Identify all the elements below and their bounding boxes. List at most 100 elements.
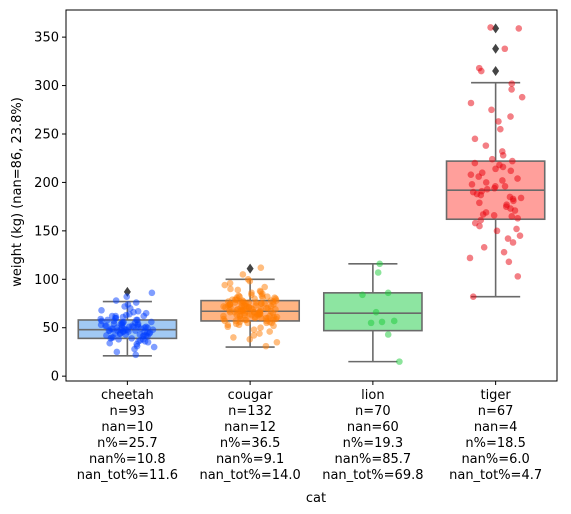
data-point xyxy=(396,358,403,365)
data-point xyxy=(257,306,265,313)
data-point xyxy=(508,80,516,87)
data-point xyxy=(390,317,398,325)
data-point xyxy=(256,330,263,337)
data-point xyxy=(469,188,477,196)
data-point xyxy=(103,332,110,339)
data-point xyxy=(113,348,121,356)
data-point xyxy=(504,235,512,242)
data-point xyxy=(501,182,509,190)
data-point xyxy=(495,118,502,125)
data-point xyxy=(516,232,524,239)
y-tick-label: 200 xyxy=(34,176,59,191)
data-point xyxy=(239,271,247,278)
data-point xyxy=(266,328,273,335)
data-point xyxy=(376,260,383,268)
data-point xyxy=(482,209,490,216)
data-point xyxy=(270,301,277,308)
data-point xyxy=(503,201,510,209)
category-stat-label: nan=4 xyxy=(474,420,518,435)
category-stat-label: nan%=9.1 xyxy=(216,452,284,467)
data-point xyxy=(490,212,498,219)
data-point xyxy=(488,106,495,114)
data-point xyxy=(112,297,120,304)
data-point xyxy=(505,258,513,266)
data-point xyxy=(478,169,486,177)
axes: cheetahn=93nan=10n%=25.7nan%=10.8nan_tot… xyxy=(34,9,558,483)
category-stat-label: n=67 xyxy=(478,404,514,419)
data-point xyxy=(132,327,139,334)
category-stat-label: n=93 xyxy=(110,404,146,419)
category-group-cheetah xyxy=(77,286,178,359)
data-point xyxy=(471,159,479,167)
data-point xyxy=(258,292,266,300)
data-point xyxy=(384,331,392,338)
data-point xyxy=(148,318,155,326)
category-group-tiger xyxy=(445,23,546,301)
data-point xyxy=(493,227,501,235)
data-point xyxy=(222,304,229,311)
y-tick-label: 50 xyxy=(42,321,59,336)
plot-area xyxy=(77,23,546,365)
data-point xyxy=(509,239,517,246)
data-point xyxy=(359,291,366,299)
data-point xyxy=(118,324,126,332)
category-stat-label: n%=25.7 xyxy=(97,436,157,451)
data-point xyxy=(235,321,243,329)
data-point xyxy=(257,264,265,271)
data-point xyxy=(507,113,514,120)
data-point xyxy=(482,142,490,149)
category-group-lion xyxy=(322,260,423,365)
data-point xyxy=(475,64,483,72)
data-point xyxy=(518,93,526,101)
data-point xyxy=(229,296,236,303)
y-tick-label: 0 xyxy=(51,370,59,385)
data-point xyxy=(468,181,476,188)
data-point xyxy=(478,187,486,195)
data-point xyxy=(148,289,156,297)
data-point xyxy=(134,307,142,315)
data-point xyxy=(132,299,140,306)
outlier-point xyxy=(492,66,500,77)
category-stat-label: n=70 xyxy=(355,404,391,419)
data-point xyxy=(384,289,392,297)
data-point xyxy=(250,308,258,316)
data-point xyxy=(112,312,119,320)
data-point xyxy=(471,135,479,143)
y-tick-label: 250 xyxy=(34,127,59,142)
data-point xyxy=(98,306,105,314)
data-point xyxy=(509,157,516,165)
category-stat-label: nan_tot%=14.0 xyxy=(199,468,300,483)
y-tick-label: 300 xyxy=(34,79,59,94)
data-point xyxy=(132,351,140,359)
x-tick-label-lion: lion xyxy=(361,388,384,403)
data-point xyxy=(262,342,270,350)
data-point xyxy=(483,185,491,193)
x-tick-label-cougar: cougar xyxy=(228,388,274,403)
data-point xyxy=(123,293,131,301)
data-point xyxy=(466,254,474,262)
data-point xyxy=(235,292,242,300)
category-stat-label: n=132 xyxy=(228,404,272,419)
data-point xyxy=(250,326,258,333)
data-point xyxy=(367,319,375,327)
data-point xyxy=(500,248,508,256)
data-point xyxy=(513,225,520,233)
data-point xyxy=(261,283,268,291)
data-point xyxy=(142,323,150,331)
plot-frame xyxy=(65,9,558,382)
data-point xyxy=(467,99,475,107)
data-point xyxy=(517,194,525,202)
data-point xyxy=(476,199,483,207)
data-point xyxy=(508,86,515,93)
category-stat-label: nan%=85.7 xyxy=(335,452,412,467)
data-point xyxy=(246,336,254,343)
data-point xyxy=(240,298,247,305)
y-tick-label: 100 xyxy=(34,273,59,288)
data-point xyxy=(488,155,496,163)
data-point xyxy=(230,334,237,341)
data-point xyxy=(514,273,522,280)
data-point xyxy=(469,293,477,301)
data-point xyxy=(482,179,490,186)
data-point xyxy=(273,338,281,346)
data-point xyxy=(253,299,260,306)
